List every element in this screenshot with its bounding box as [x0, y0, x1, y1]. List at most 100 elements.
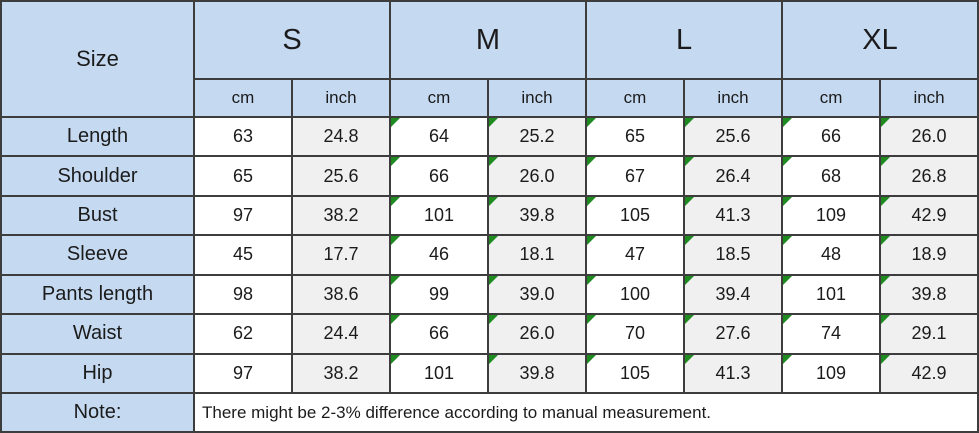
table-row: Sleeve 45 17.7 46 18.1 47 18.5 48 18.9 — [0, 234, 979, 276]
measurement-row-label: Shoulder — [0, 155, 195, 197]
error-indicator-icon — [392, 197, 400, 206]
error-indicator-icon — [784, 276, 793, 285]
measurement-value-cell: 26.8 — [879, 155, 979, 197]
error-indicator-icon — [588, 237, 597, 246]
measurement-value-cell: 99 — [389, 273, 489, 316]
size-header-row: Size S M L XL — [0, 0, 979, 118]
unit-header-row: cm inch cm inch cm inch cm inch — [1, 78, 979, 118]
unit-header-cm: cm — [389, 78, 489, 118]
measurement-value-cell: 39.8 — [486, 194, 588, 237]
note-label: Note: — [0, 392, 195, 433]
measurement-value-cell: 38.2 — [291, 194, 391, 237]
measurement-value-cell: 24.8 — [291, 115, 391, 158]
table-row: Waist 62 24.4 66 26.0 70 27.6 74 29.1 — [0, 313, 979, 355]
error-indicator-icon — [784, 237, 793, 246]
unit-header-inch: inch — [879, 78, 979, 118]
measurement-value-cell: 38.6 — [291, 273, 391, 316]
measurement-value-cell: 26.0 — [486, 155, 588, 197]
measurement-value-cell: 25.6 — [683, 115, 784, 158]
error-indicator-icon — [882, 158, 891, 167]
error-indicator-icon — [882, 316, 891, 325]
measurement-value-cell: 105 — [585, 194, 686, 237]
unit-header-inch: inch — [486, 78, 588, 118]
note-text: There might be 2-3% difference according… — [192, 392, 979, 433]
unit-header-cm: cm — [781, 78, 882, 118]
measurement-value-cell: 64 — [389, 115, 489, 158]
error-indicator-icon — [490, 276, 498, 285]
measurement-value-cell: 26.0 — [879, 115, 979, 158]
error-indicator-icon — [686, 276, 695, 285]
error-indicator-icon — [392, 316, 400, 325]
error-indicator-icon — [784, 119, 793, 127]
error-indicator-icon — [588, 158, 597, 167]
measurement-value-cell: 38.2 — [291, 352, 391, 395]
measurement-value-cell: 65 — [193, 155, 293, 197]
unit-header-inch: inch — [291, 78, 391, 118]
error-indicator-icon — [490, 158, 498, 167]
measurement-value-cell: 18.9 — [879, 234, 979, 276]
measurement-value-cell: 42.9 — [879, 194, 979, 237]
error-indicator-icon — [784, 197, 793, 206]
unit-header-inch: inch — [683, 78, 784, 118]
measurement-value-cell: 24.4 — [291, 313, 391, 355]
measurement-row-label: Pants length — [0, 273, 195, 316]
note-row: Note: There might be 2-3% difference acc… — [0, 392, 979, 433]
error-indicator-icon — [882, 355, 891, 364]
error-indicator-icon — [686, 237, 695, 246]
error-indicator-icon — [392, 355, 400, 364]
error-indicator-icon — [490, 355, 498, 364]
measurement-value-cell: 67 — [585, 155, 686, 197]
measurement-value-cell: 17.7 — [291, 234, 391, 276]
measurement-value-cell: 109 — [781, 352, 882, 395]
measurement-value-cell: 100 — [585, 273, 686, 316]
measurement-value-cell: 25.6 — [291, 155, 391, 197]
table-row: Bust 97 38.2 101 39.8 105 41.3 109 42.9 — [0, 194, 979, 237]
error-indicator-icon — [882, 119, 891, 127]
error-indicator-icon — [588, 197, 597, 206]
measurement-value-cell: 74 — [781, 313, 882, 355]
size-header-m: M — [388, 0, 588, 80]
error-indicator-icon — [686, 119, 695, 127]
measurement-value-cell: 109 — [781, 194, 882, 237]
error-indicator-icon — [392, 276, 400, 285]
measurement-value-cell: 39.4 — [683, 273, 784, 316]
error-indicator-icon — [588, 119, 597, 127]
measurement-row-label: Bust — [0, 194, 195, 237]
error-indicator-icon — [784, 316, 793, 325]
measurement-value-cell: 27.6 — [683, 313, 784, 355]
measurement-value-cell: 39.0 — [486, 273, 588, 316]
measurement-value-cell: 45 — [193, 234, 293, 276]
measurement-value-cell: 62 — [193, 313, 293, 355]
error-indicator-icon — [588, 316, 597, 325]
measurement-value-cell: 101 — [389, 352, 489, 395]
measurement-value-cell: 63 — [193, 115, 293, 158]
measurement-value-cell: 25.2 — [486, 115, 588, 158]
error-indicator-icon — [490, 237, 498, 246]
measurement-row-label: Length — [0, 115, 195, 158]
error-indicator-icon — [882, 276, 891, 285]
error-indicator-icon — [392, 119, 400, 127]
error-indicator-icon — [686, 316, 695, 325]
size-header-xl: XL — [781, 0, 979, 80]
measurement-value-cell: 42.9 — [879, 352, 979, 395]
table-row: Pants length 98 38.6 99 39.0 100 39.4 101 39.8 — [0, 273, 979, 316]
error-indicator-icon — [392, 158, 400, 167]
error-indicator-icon — [784, 355, 793, 364]
measurement-row-label: Hip — [0, 352, 195, 395]
measurement-value-cell: 47 — [585, 234, 686, 276]
size-header-s: S — [193, 0, 391, 80]
error-indicator-icon — [588, 355, 597, 364]
measurement-row-label: Sleeve — [0, 234, 195, 276]
measurement-value-cell: 18.5 — [683, 234, 784, 276]
measurement-value-cell: 48 — [781, 234, 882, 276]
table-row: Length 63 24.8 64 25.2 65 25.6 66 26.0 — [0, 115, 979, 158]
unit-header-cm: cm — [585, 78, 686, 118]
measurement-value-cell: 66 — [781, 115, 882, 158]
error-indicator-icon — [686, 197, 695, 206]
measurement-value-cell: 66 — [389, 313, 489, 355]
unit-header-cm: cm — [193, 78, 293, 118]
measurement-value-cell: 26.4 — [683, 155, 784, 197]
error-indicator-icon — [784, 158, 793, 167]
size-header-l: L — [585, 0, 784, 80]
measurement-value-cell: 97 — [193, 194, 293, 237]
